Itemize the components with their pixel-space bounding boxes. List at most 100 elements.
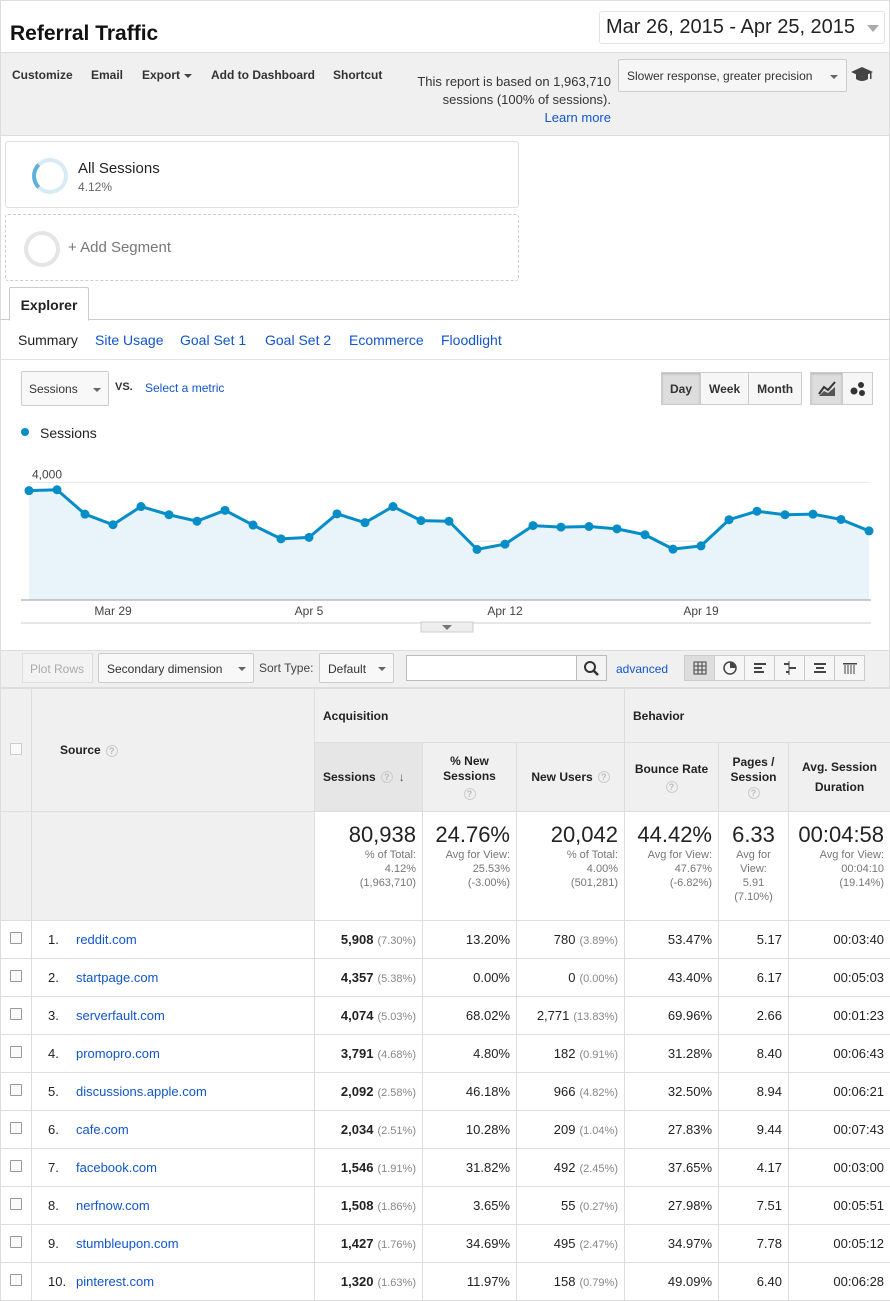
sessions-column-header[interactable]: Sessions? ↓ (314, 742, 423, 812)
row-checkbox[interactable] (10, 1274, 22, 1286)
sessions-cell: 2,092 (2.58%) (314, 1072, 423, 1111)
export-button[interactable]: Export (142, 68, 193, 82)
row-checkbox-cell (0, 1034, 32, 1073)
table-row: 10. pinterest.com 1,320 (1.63%) 11.97% 158 (0.… (0, 1262, 890, 1301)
sessions-value: 3,791 (340, 1046, 374, 1061)
precision-select[interactable]: Slower response, greater precision (618, 59, 847, 92)
customize-button[interactable]: Customize (12, 68, 73, 82)
week-button[interactable]: Week (700, 372, 750, 405)
report-tabs: Explorer (0, 284, 890, 321)
row-checkbox[interactable] (10, 1008, 22, 1020)
source-link[interactable]: pinterest.com (76, 1274, 155, 1289)
date-range-picker[interactable]: Mar 26, 2015 - Apr 25, 2015 (599, 11, 885, 44)
email-button[interactable]: Email (91, 68, 124, 82)
segment-all-sessions[interactable]: All Sessions 4.12% (5, 141, 519, 208)
plot-rows-button[interactable]: Plot Rows (22, 653, 93, 683)
y-tick-label: 4,000 (32, 467, 62, 481)
sort-type-select[interactable]: Default (319, 653, 394, 683)
source-link[interactable]: serverfault.com (76, 1008, 165, 1023)
select-metric-link[interactable]: Select a metric (145, 381, 225, 395)
motion-chart-button[interactable] (842, 372, 873, 405)
bounce-rate-column-header[interactable]: Bounce Rate? (624, 742, 719, 812)
pages-per-session-column-header[interactable]: Pages / Session? (718, 742, 789, 812)
source-link[interactable]: cafe.com (76, 1122, 129, 1137)
row-number: 5. (48, 1084, 59, 1099)
help-icon[interactable]: ? (597, 771, 610, 784)
subtab-ecommerce[interactable]: Ecommerce (349, 332, 424, 348)
row-checkbox[interactable] (10, 932, 22, 944)
row-checkbox[interactable] (10, 1084, 22, 1096)
add-segment-button[interactable]: + Add Segment (5, 214, 519, 281)
source-cell: 8. nerfnow.com (31, 1186, 315, 1225)
new-users-value: 495 (553, 1236, 576, 1251)
subtab-goal-set-2[interactable]: Goal Set 2 (265, 332, 332, 348)
source-link[interactable]: nerfnow.com (76, 1198, 150, 1213)
subtab-goal-set-1[interactable]: Goal Set 1 (180, 332, 247, 348)
data-point (668, 544, 678, 554)
help-icon[interactable]: ? (380, 771, 393, 784)
comparison-view-button[interactable] (774, 655, 805, 681)
source-link[interactable]: stumbleupon.com (76, 1236, 179, 1251)
percentage-view-button[interactable] (714, 655, 745, 681)
total-sub: 00:04:10 (841, 863, 885, 875)
row-checkbox-cell (0, 1186, 32, 1225)
new-users-percent: (0.27%) (579, 1201, 618, 1213)
help-icon[interactable]: ? (463, 788, 476, 800)
tab-explorer[interactable]: Explorer (9, 287, 89, 321)
row-checkbox[interactable] (10, 1198, 22, 1210)
data-point (584, 522, 594, 531)
shortcut-button[interactable]: Shortcut (333, 68, 383, 82)
avg-session-duration-cell: 00:03:00 (787, 1148, 890, 1187)
sessions-value: 2,034 (340, 1122, 374, 1137)
performance-view-button[interactable] (744, 655, 775, 681)
subtab-site-usage[interactable]: Site Usage (95, 332, 164, 348)
row-checkbox[interactable] (10, 1160, 22, 1172)
table-controls: Plot Rows Secondary dimension Sort Type:… (0, 650, 890, 688)
sessions-cell: 5,908 (7.30%) (314, 920, 423, 959)
avg-session-duration-cell: 00:06:21 (787, 1072, 890, 1111)
new-users-column-header[interactable]: New Users? (516, 742, 625, 812)
help-icon[interactable]: ? (747, 787, 760, 800)
table-row: 8. nerfnow.com 1,508 (1.86%) 3.65% 55 (0.27%) 2… (0, 1186, 890, 1225)
table-search-input[interactable] (406, 655, 577, 681)
sessions-header-label: Sessions (323, 769, 376, 784)
learn-more-link[interactable]: Learn more (544, 110, 611, 125)
metric-select[interactable]: Sessions (21, 371, 109, 406)
secondary-dimension-select[interactable]: Secondary dimension (98, 653, 254, 683)
avg-session-duration-column-header[interactable]: Avg. Session Duration (787, 742, 890, 812)
row-checkbox[interactable] (10, 970, 22, 982)
row-checkbox[interactable] (10, 1046, 22, 1058)
advanced-filter-link[interactable]: advanced (616, 662, 669, 676)
source-link[interactable]: facebook.com (76, 1160, 157, 1175)
total-sub: Avg for View: (445, 849, 510, 861)
row-checkbox[interactable] (10, 1236, 22, 1248)
data-point (304, 532, 314, 542)
new-sessions-cell: 10.28% (422, 1110, 517, 1149)
source-link[interactable]: discussions.apple.com (76, 1084, 207, 1099)
pivot-view-button[interactable] (834, 655, 865, 681)
month-button[interactable]: Month (748, 372, 803, 405)
source-column-header[interactable]: Source? (31, 688, 315, 812)
source-link[interactable]: startpage.com (76, 970, 159, 985)
data-view-button[interactable] (684, 655, 715, 681)
pages-per-session-cell: 8.94 (718, 1072, 789, 1111)
subtab-summary[interactable]: Summary (18, 332, 78, 348)
subtab-floodlight[interactable]: Floodlight (441, 332, 502, 348)
help-icon[interactable]: ? (665, 780, 678, 793)
add-to-dashboard-button[interactable]: Add to Dashboard (211, 68, 315, 82)
row-checkbox[interactable] (10, 1122, 22, 1134)
select-all-checkbox[interactable] (10, 742, 22, 755)
search-button[interactable] (576, 655, 607, 681)
graduation-cap-icon[interactable] (850, 65, 874, 85)
help-icon[interactable]: ? (105, 744, 118, 757)
source-link[interactable]: reddit.com (76, 932, 137, 947)
day-button[interactable]: Day (661, 372, 702, 405)
pages-per-session-cell: 6.17 (718, 958, 789, 997)
term-cloud-view-button[interactable] (804, 655, 835, 681)
new-sessions-column-header[interactable]: % New Sessions? (422, 742, 517, 812)
line-chart-button[interactable] (810, 372, 843, 405)
bounce-rate-cell: 27.83% (624, 1110, 719, 1149)
source-link[interactable]: promopro.com (76, 1046, 160, 1061)
source-cell: 5. discussions.apple.com (31, 1072, 315, 1111)
